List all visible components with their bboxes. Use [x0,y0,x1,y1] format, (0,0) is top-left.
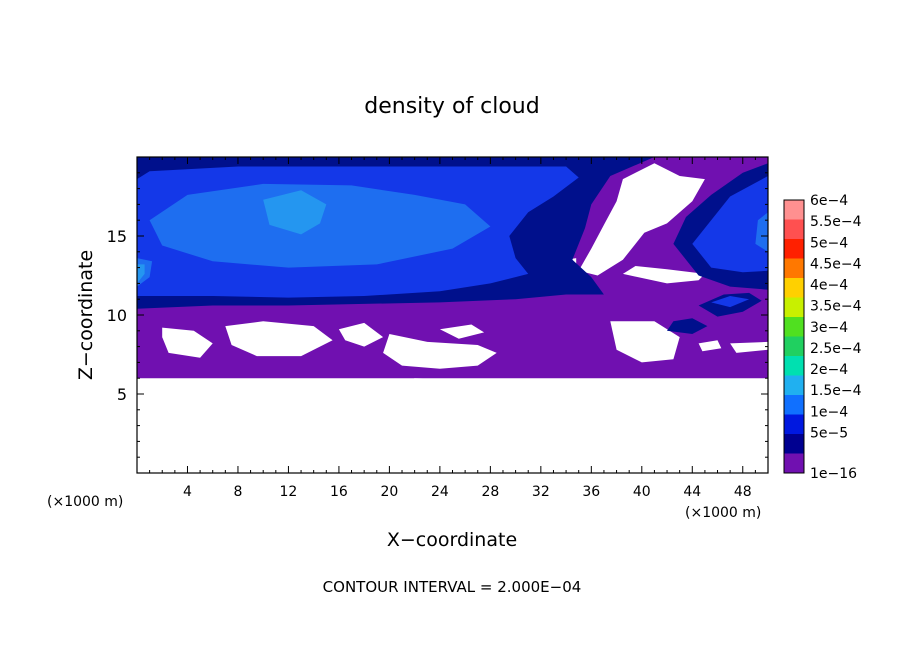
x-tick-label: 24 [431,484,449,500]
colorbar-swatch [784,395,804,415]
x-axis-label: X−coordinate [387,529,517,551]
contour-region-dark-navy [667,318,708,334]
contour-region-blue [692,176,768,273]
colorbar-label: 5e−4 [810,235,848,251]
contour-region-empty [622,266,705,284]
contour-region-empty [610,321,680,363]
contour-region-empty [383,334,497,369]
x-tick-label: 4 [183,484,192,500]
x-tick-label: 40 [633,484,651,500]
contour-region-empty [698,340,722,352]
x-unit-right: (×1000 m) [685,505,761,521]
y-axis-label: Z−coordinate [75,250,97,380]
colorbar-swatch [784,414,804,435]
colorbar-label: 1e−4 [810,404,848,420]
contour-field [137,157,768,473]
colorbar-label: 3e−4 [810,320,848,336]
x-tick-label: 8 [233,484,242,500]
colorbar-swatch [784,278,804,298]
colorbar-label: 2e−4 [810,362,848,378]
contour-region-empty [578,163,705,276]
x-axis-ticks: 4 8 12 16 20 24 28 32 36 40 44 48 [149,157,756,500]
contour-interval-note: CONTOUR INTERVAL = 2.000E−04 [323,578,582,596]
y-tick-label: 5 [117,385,127,404]
contour-region-sky-blue [263,190,327,235]
colorbar-swatch [784,434,804,454]
colorbar-swatch [784,356,804,376]
y-axis-ticks: 5 10 15 [107,172,768,458]
contour-region-empty [137,378,768,473]
colorbar-label: 1.5e−4 [810,383,862,399]
contour-region-empty [225,321,333,357]
x-tick-label: 48 [734,484,752,500]
colorbar-frame [783,199,805,474]
x-tick-label: 36 [582,484,600,500]
colorbar-swatch [784,258,804,279]
contour-region-empty [730,341,768,353]
colorbar-swatch [784,297,804,318]
colorbar-label: 1e−16 [810,466,857,482]
colorbar-label: 5e−5 [810,425,848,441]
colorbar-label: 4e−4 [810,278,848,294]
colorbar-swatch [784,317,804,337]
colorbar-label: 3.5e−4 [810,299,862,315]
contour-region-empty [162,327,213,358]
colorbar-swatch [784,200,804,220]
x-tick-label: 32 [532,484,550,500]
colorbar-label: 5.5e−4 [810,214,862,230]
contour-region-sky-blue [137,264,145,284]
x-tick-label: 12 [280,484,298,500]
colorbar-label: 6e−4 [810,193,848,209]
colorbar-label: 4.5e−4 [810,256,862,272]
colorbar-swatch [784,239,804,259]
contour-region-light-blue [755,212,768,252]
y-tick-label: 10 [107,306,127,325]
x-tick-label: 20 [380,484,398,500]
x-tick-label: 16 [330,484,348,500]
chart-title: density of cloud [364,94,539,119]
colorbar-label: 2.5e−4 [810,341,862,357]
x-unit-left: (×1000 m) [47,494,123,510]
x-tick-label: 44 [683,484,701,500]
contour-region-blue [711,296,750,308]
colorbar-swatch [784,219,804,240]
contour-region-empty [439,324,485,339]
x-tick-label: 28 [481,484,499,500]
colorbar-swatch [784,453,804,474]
colorbar-swatch [784,375,804,396]
colorbar-swatch [784,336,804,357]
contour-region-light-blue [149,183,491,268]
colorbar: 6e−4 5.5e−4 5e−4 4.5e−4 4e−4 3.5e−4 3e−4 2.5e−4… [783,193,862,482]
y-tick-label: 15 [107,227,127,246]
contour-region-empty [338,322,384,347]
